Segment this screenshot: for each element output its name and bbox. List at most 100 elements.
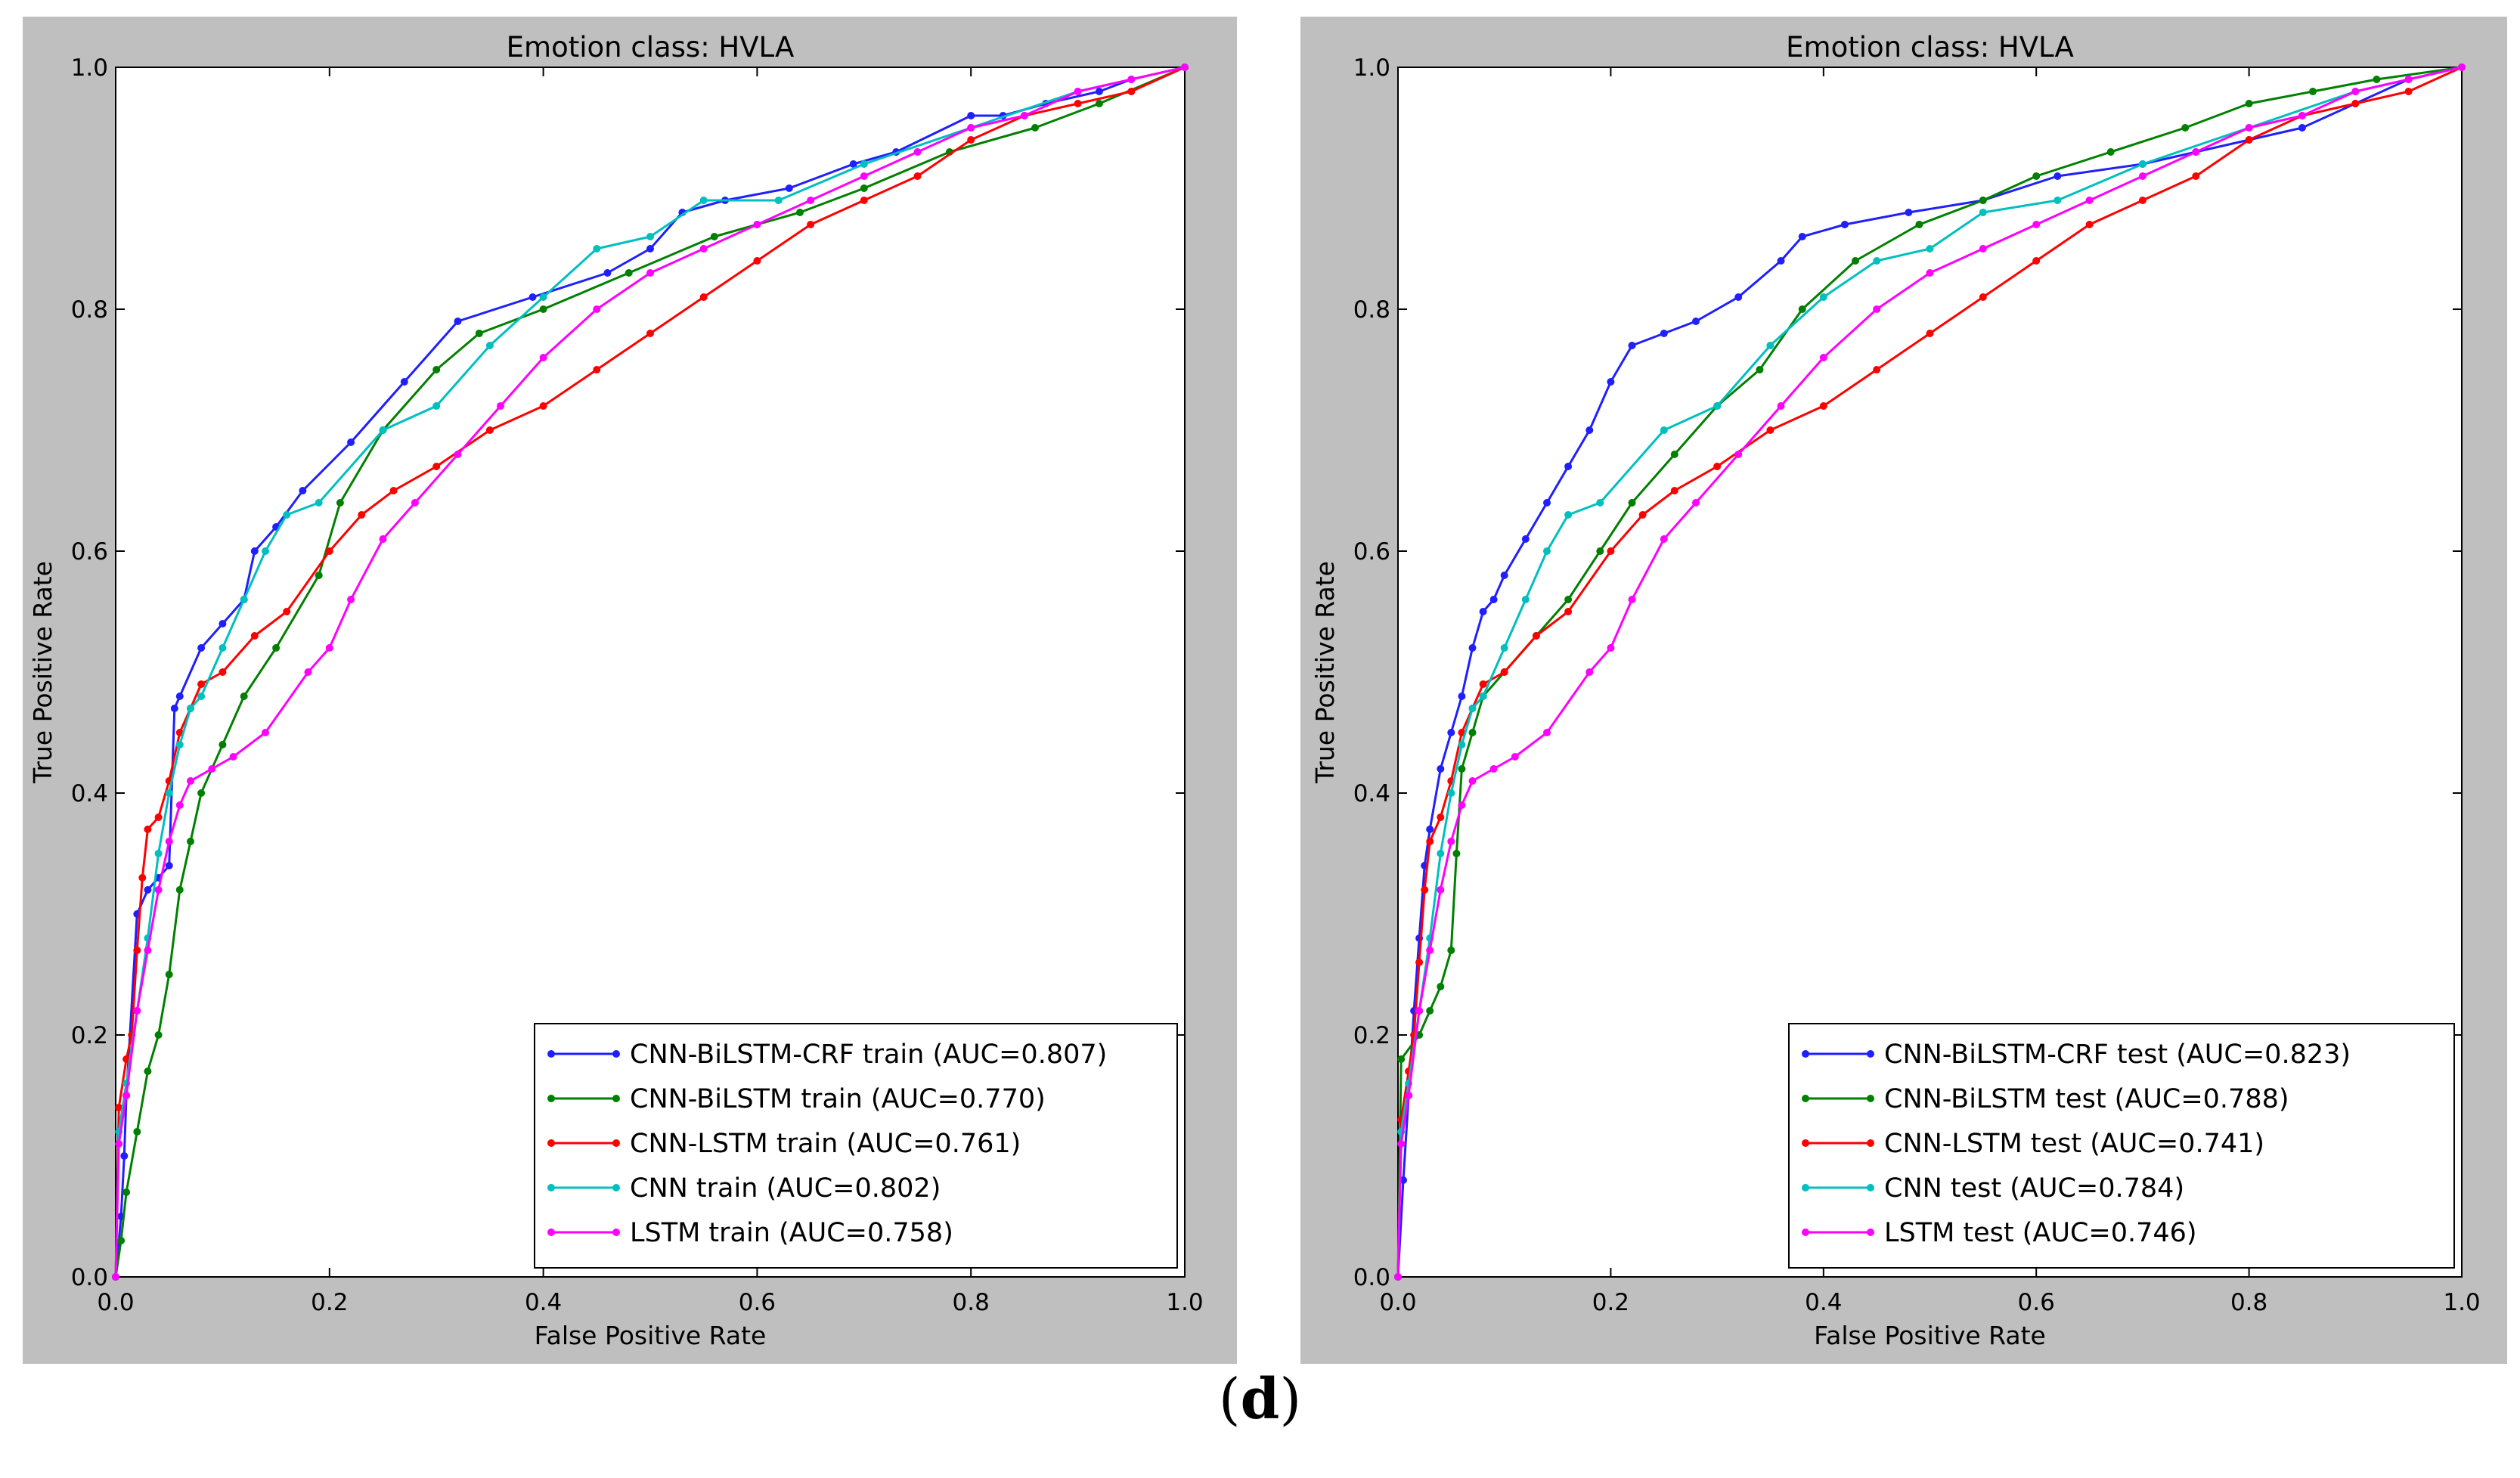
data-point	[593, 366, 601, 373]
data-point	[1660, 330, 1668, 337]
data-point	[170, 705, 178, 712]
data-point	[144, 1067, 152, 1075]
data-point	[358, 511, 366, 519]
data-point	[1095, 100, 1103, 107]
x-tick-label: 1.0	[1166, 1289, 1203, 1316]
data-point	[117, 1237, 126, 1244]
data-point	[138, 874, 147, 882]
data-point	[1031, 124, 1039, 132]
legend-marker	[547, 1229, 555, 1236]
x-tick-label: 0.8	[2230, 1289, 2267, 1316]
data-point	[1819, 293, 1827, 301]
data-point	[2138, 197, 2146, 204]
data-point	[1777, 402, 1785, 410]
legend-marker	[547, 1095, 555, 1102]
data-point	[539, 293, 547, 301]
data-point	[1777, 257, 1785, 265]
data-point	[1479, 608, 1487, 615]
data-point	[2404, 76, 2413, 83]
data-point	[1979, 209, 1987, 216]
data-point	[1713, 402, 1722, 410]
data-point	[219, 668, 227, 676]
y-tick-label: 1.0	[71, 54, 108, 82]
caption-open: (	[1218, 1367, 1241, 1432]
data-point	[133, 1007, 141, 1015]
data-point	[1095, 88, 1103, 95]
data-point	[1692, 318, 1700, 325]
data-point	[175, 741, 184, 748]
x-tick-label: 1.0	[2443, 1289, 2480, 1316]
data-point	[860, 184, 868, 192]
caption-letter: d	[1240, 1367, 1280, 1432]
data-point	[1426, 947, 1434, 954]
data-point	[1458, 693, 1466, 700]
legend-marker	[612, 1095, 620, 1102]
data-point	[165, 862, 173, 869]
data-point	[2245, 124, 2253, 132]
data-point	[2138, 172, 2146, 180]
data-point	[379, 426, 387, 434]
data-point	[2054, 172, 2062, 180]
data-point	[1628, 596, 1636, 603]
figure-caption: (d)	[0, 1367, 2520, 1432]
data-point	[454, 451, 462, 458]
data-point	[299, 487, 307, 494]
x-tick-label: 0.0	[1379, 1289, 1416, 1316]
data-point	[1479, 693, 1487, 700]
data-point	[1511, 753, 1519, 761]
data-point	[796, 209, 804, 216]
data-point	[2351, 100, 2360, 107]
data-point	[1447, 789, 1455, 797]
legend-box	[534, 1023, 1178, 1269]
data-point	[197, 693, 206, 700]
data-point	[1638, 511, 1647, 519]
legend-label: CNN-LSTM test (AUC=0.741)	[1884, 1129, 2264, 1159]
legend-marker	[612, 1050, 620, 1058]
data-point	[154, 886, 163, 894]
y-tick-label: 0.4	[1353, 780, 1390, 807]
data-point	[240, 596, 248, 603]
data-point	[2085, 197, 2094, 204]
chart-title: Emotion class: HVLA	[507, 31, 795, 64]
data-point	[1607, 378, 1615, 386]
data-point	[1819, 354, 1827, 361]
data-point	[1500, 572, 1508, 579]
data-point	[807, 221, 815, 228]
data-point	[2106, 148, 2115, 156]
y-tick-label: 0.0	[71, 1264, 108, 1291]
data-point	[646, 245, 654, 253]
data-point	[197, 789, 206, 797]
data-point	[1543, 729, 1551, 736]
data-point	[774, 197, 783, 204]
data-point	[849, 160, 857, 168]
data-point	[165, 838, 173, 845]
data-point	[1415, 959, 1424, 966]
data-point	[262, 547, 269, 555]
data-point	[187, 777, 194, 785]
data-point	[1766, 426, 1775, 434]
y-tick-label: 0.6	[71, 538, 108, 565]
data-point	[175, 886, 184, 894]
data-point	[283, 511, 291, 519]
data-point	[2085, 221, 2094, 228]
data-point	[154, 850, 163, 857]
data-point	[1840, 221, 1849, 228]
data-point	[1713, 463, 1722, 470]
data-point	[1397, 1055, 1406, 1063]
data-point	[1489, 765, 1498, 773]
legend-box	[1788, 1023, 2455, 1269]
data-point	[1564, 511, 1573, 519]
data-point	[1852, 257, 1859, 265]
data-point	[1127, 88, 1136, 95]
y-tick-label: 1.0	[1353, 54, 1390, 82]
data-point	[539, 402, 547, 410]
series-lstm	[1394, 64, 2466, 1281]
legend-marker	[547, 1139, 555, 1147]
data-point	[432, 402, 441, 410]
data-point	[497, 402, 504, 410]
data-point	[2245, 100, 2253, 107]
y-tick-label: 0.8	[71, 296, 108, 324]
data-point	[315, 499, 323, 507]
data-point	[1979, 293, 1987, 301]
data-point	[2298, 112, 2306, 119]
